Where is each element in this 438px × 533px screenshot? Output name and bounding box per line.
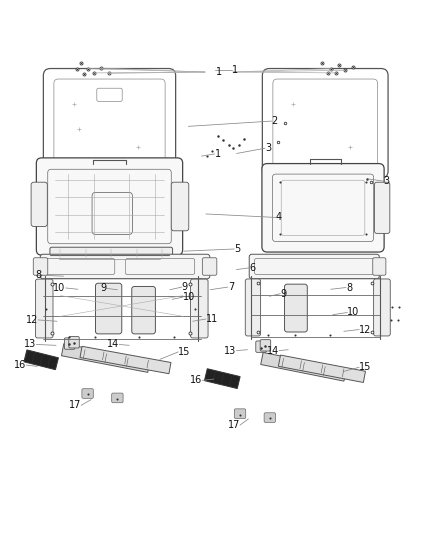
Text: 14: 14: [107, 340, 119, 350]
FancyBboxPatch shape: [373, 258, 386, 275]
FancyBboxPatch shape: [64, 338, 75, 349]
FancyBboxPatch shape: [245, 279, 261, 336]
Text: 17: 17: [228, 420, 240, 430]
FancyBboxPatch shape: [95, 283, 122, 334]
Text: 10: 10: [347, 308, 360, 318]
Text: 17: 17: [69, 400, 81, 410]
Text: 1: 1: [216, 67, 222, 77]
Text: 12: 12: [26, 315, 38, 325]
FancyBboxPatch shape: [256, 341, 266, 352]
Text: 16: 16: [14, 360, 26, 370]
FancyBboxPatch shape: [262, 164, 384, 252]
Text: 3: 3: [383, 176, 389, 186]
FancyBboxPatch shape: [264, 413, 276, 423]
Text: 15: 15: [178, 347, 191, 357]
FancyBboxPatch shape: [82, 389, 93, 398]
Text: 6: 6: [250, 263, 256, 273]
Text: 1: 1: [232, 65, 238, 75]
Text: 9: 9: [100, 284, 106, 293]
FancyBboxPatch shape: [36, 158, 183, 255]
Text: 11: 11: [206, 314, 218, 324]
Text: 15: 15: [359, 362, 371, 372]
Text: 14: 14: [267, 345, 279, 356]
FancyBboxPatch shape: [33, 258, 48, 275]
Text: 12: 12: [359, 325, 371, 335]
Text: 2: 2: [272, 116, 278, 126]
Polygon shape: [80, 346, 171, 374]
Text: 10: 10: [53, 283, 66, 293]
FancyBboxPatch shape: [171, 182, 189, 231]
FancyBboxPatch shape: [50, 247, 173, 260]
FancyBboxPatch shape: [112, 393, 123, 403]
FancyBboxPatch shape: [132, 286, 155, 334]
Polygon shape: [61, 344, 150, 373]
Text: 13: 13: [224, 345, 237, 356]
Text: 16: 16: [190, 375, 202, 385]
Text: 1: 1: [215, 149, 221, 159]
FancyBboxPatch shape: [374, 279, 390, 336]
Text: 9: 9: [280, 289, 286, 298]
FancyBboxPatch shape: [285, 284, 307, 332]
Text: 3: 3: [265, 143, 271, 154]
FancyBboxPatch shape: [202, 258, 217, 275]
Text: 9: 9: [182, 282, 188, 292]
FancyBboxPatch shape: [40, 254, 210, 279]
FancyBboxPatch shape: [31, 182, 47, 227]
Text: 7: 7: [228, 282, 234, 292]
Polygon shape: [24, 350, 58, 370]
Text: 5: 5: [234, 244, 240, 254]
Polygon shape: [261, 352, 346, 381]
FancyBboxPatch shape: [374, 182, 390, 233]
FancyBboxPatch shape: [191, 279, 208, 338]
FancyBboxPatch shape: [69, 336, 79, 348]
Text: 13: 13: [24, 340, 36, 350]
Text: 4: 4: [276, 213, 282, 222]
Polygon shape: [205, 369, 240, 389]
FancyBboxPatch shape: [234, 409, 246, 418]
FancyBboxPatch shape: [249, 254, 379, 279]
Text: 8: 8: [35, 270, 42, 280]
FancyBboxPatch shape: [260, 340, 271, 351]
Text: 10: 10: [183, 292, 195, 302]
FancyBboxPatch shape: [35, 279, 53, 338]
Polygon shape: [279, 355, 365, 383]
Text: 8: 8: [346, 282, 352, 293]
